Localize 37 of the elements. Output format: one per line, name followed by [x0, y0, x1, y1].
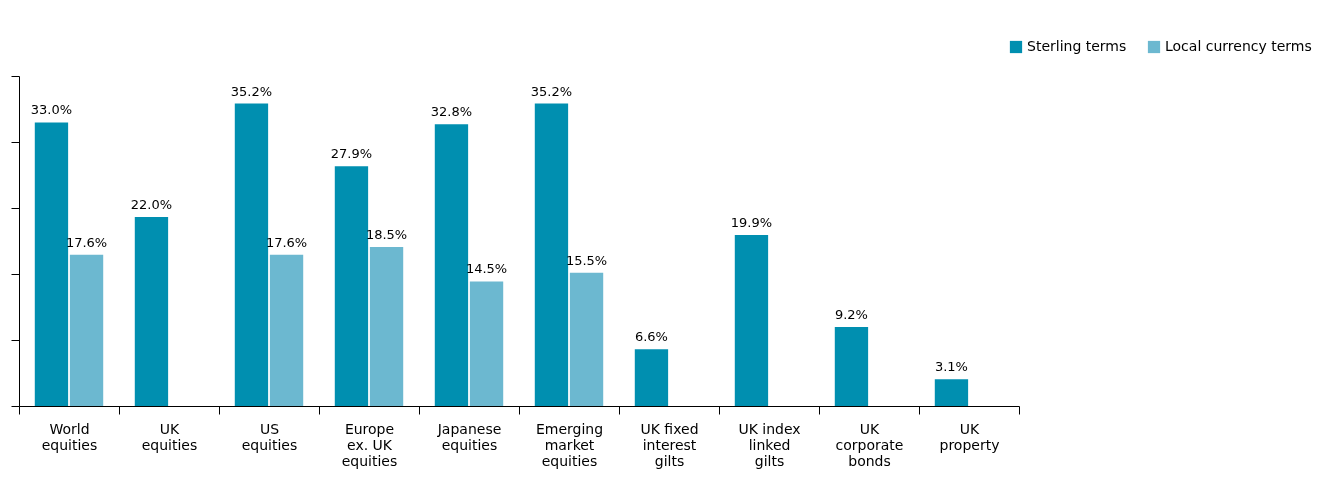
bar	[34, 122, 69, 406]
legend-label: Local currency terms	[1165, 38, 1312, 54]
x-tick-label: Japanese equities	[436, 420, 502, 453]
x-tick-label: Europe ex. UK equities	[341, 420, 398, 469]
x-tick-label: UK corporate bonds	[835, 420, 904, 469]
bar	[634, 349, 669, 406]
bar	[134, 216, 169, 406]
bar	[69, 254, 104, 406]
bar	[534, 103, 569, 406]
data-label: 19.9%	[730, 214, 773, 230]
bar	[569, 272, 604, 406]
bar	[334, 166, 369, 406]
x-tick-label: UK fixed interest gilts	[640, 420, 699, 469]
bar	[469, 281, 504, 406]
data-label: 9.2%	[834, 306, 868, 322]
x-tick-label: UK index linked gilts	[738, 420, 801, 469]
bar	[934, 379, 969, 406]
data-label: 22.0%	[130, 196, 173, 212]
x-tick-label: World equities	[41, 420, 98, 453]
data-label: 27.9%	[330, 146, 373, 162]
legend-label: Sterling terms	[1027, 38, 1127, 54]
x-tick-label: UK equities	[141, 420, 198, 453]
bar	[269, 254, 304, 406]
data-label: 33.0%	[30, 102, 73, 118]
bar	[834, 326, 869, 406]
data-label: 35.2%	[230, 83, 273, 99]
x-tick-label: UK property	[939, 420, 1000, 453]
bar	[434, 124, 469, 406]
data-label: 6.6%	[634, 329, 668, 345]
x-tick-label: US equities	[241, 420, 298, 453]
data-label: 3.1%	[934, 359, 968, 375]
data-label: 32.8%	[430, 104, 473, 120]
bar	[369, 247, 404, 406]
bar	[234, 103, 269, 406]
bar	[734, 234, 769, 406]
data-label: 35.2%	[530, 83, 573, 99]
x-tick-label: Emerging market equities	[535, 420, 604, 469]
